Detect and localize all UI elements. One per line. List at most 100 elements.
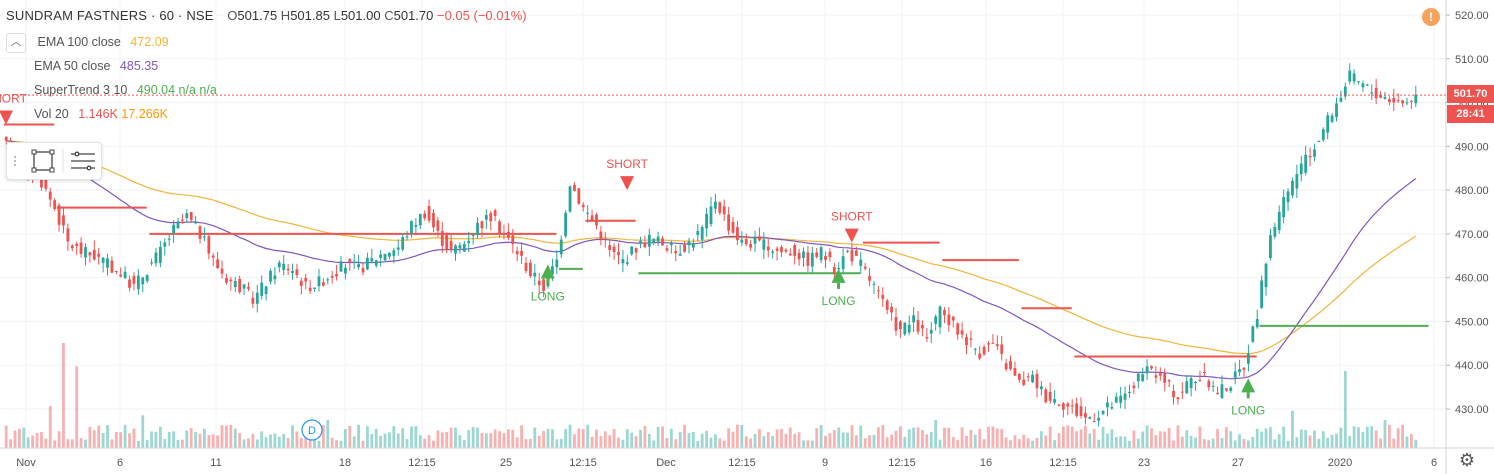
legend-volume[interactable]: Vol 20 1.146K 17.266K	[6, 102, 527, 126]
chevron-up-icon[interactable]: ︿	[6, 32, 26, 53]
open-value: 501.75	[237, 8, 278, 23]
volume-bar	[815, 428, 819, 448]
volume-bar	[255, 439, 259, 448]
candle-body	[665, 248, 669, 251]
rectangle-tool-icon[interactable]	[31, 149, 55, 173]
candle-body	[53, 200, 57, 210]
volume-bar	[101, 432, 105, 448]
candle-body	[194, 222, 198, 224]
candle-body	[1084, 412, 1087, 418]
candle-body	[392, 250, 396, 256]
candle-body	[1013, 368, 1017, 376]
candle	[335, 264, 338, 281]
volume-bar	[586, 424, 590, 448]
volume-bar	[352, 436, 356, 448]
candle	[1229, 386, 1233, 394]
candle	[1176, 397, 1180, 405]
chart-legend: SUNDRAM FASTNERS · 60 · NSE O501.75 H501…	[6, 4, 527, 126]
x-tick-label: 6	[1431, 457, 1437, 469]
candle	[1233, 362, 1237, 385]
candle-body	[1379, 94, 1382, 98]
volume-bar	[1348, 436, 1352, 448]
volume-bar	[132, 428, 136, 448]
candle-body	[1224, 388, 1228, 391]
candle	[1352, 69, 1356, 85]
settings-lines-icon[interactable]	[71, 151, 95, 171]
volume-bar	[520, 425, 523, 448]
volume-bar	[943, 427, 946, 448]
drawing-toolbar[interactable]	[6, 142, 102, 180]
candle	[176, 217, 180, 229]
volume-bar	[176, 440, 180, 448]
candle	[1339, 90, 1343, 103]
candle-body	[480, 221, 484, 229]
candle	[559, 235, 563, 259]
volume-bar	[872, 434, 876, 448]
volume-bar	[1339, 427, 1343, 448]
candle	[216, 251, 220, 270]
legend-ema100[interactable]: ︿ EMA 100 close 472.09	[6, 30, 527, 54]
volume-bar	[233, 428, 237, 448]
volume-bar	[1409, 434, 1413, 448]
candle-body	[722, 206, 726, 215]
volume-bar	[630, 432, 634, 448]
exclamation-icon[interactable]: !	[1422, 8, 1440, 26]
volume-bar	[189, 428, 193, 448]
volume-bar	[1035, 437, 1039, 448]
volume-bar	[788, 427, 792, 448]
signal-short: SHORT	[831, 210, 873, 243]
volume-bar	[75, 366, 79, 448]
candle-body	[1154, 375, 1158, 378]
candle-body	[1057, 404, 1061, 406]
candle-body	[1172, 390, 1175, 398]
drag-handle-icon[interactable]	[13, 155, 17, 167]
long-label: LONG	[531, 290, 565, 304]
volume-bar	[225, 425, 228, 448]
gear-icon[interactable]: ⚙	[1458, 450, 1476, 470]
candle	[652, 238, 656, 246]
volume-bar	[907, 429, 911, 448]
short-label: SHORT	[831, 210, 873, 224]
volume-bar	[1000, 429, 1004, 448]
indicator-value: 1.146K	[78, 107, 118, 121]
candle-body	[299, 280, 303, 286]
volume-bar	[982, 439, 986, 448]
candle	[661, 236, 664, 246]
volume-bar	[35, 433, 39, 448]
candle	[775, 246, 779, 261]
candle	[1392, 88, 1396, 112]
candle-body	[630, 246, 634, 255]
legend-supertrend[interactable]: SuperTrend 3 10 490.04 n/a n/a	[6, 78, 527, 102]
candle	[388, 252, 391, 260]
candle	[1220, 375, 1224, 399]
volume-bar	[894, 430, 898, 448]
candle	[92, 240, 96, 261]
candle-body	[189, 212, 193, 220]
candle	[339, 256, 343, 273]
volume-bar	[661, 426, 664, 448]
volume-bar	[647, 434, 651, 448]
candle-body	[357, 264, 361, 268]
candle	[1357, 80, 1360, 85]
candle	[383, 253, 387, 262]
candle	[423, 210, 427, 221]
candle-body	[581, 204, 585, 208]
candle	[943, 307, 946, 324]
candle	[828, 248, 832, 262]
volume-bar	[1295, 437, 1299, 448]
indicator-name: EMA 100 close	[37, 35, 121, 49]
candle	[766, 237, 770, 258]
volume-bar	[154, 431, 158, 448]
indicator-value: 490.04 n/a n/a	[136, 83, 217, 97]
candle	[603, 232, 607, 248]
legend-ema50[interactable]: EMA 50 close 485.35	[6, 54, 527, 78]
candle	[780, 245, 783, 257]
candle	[1216, 386, 1219, 395]
candle-body	[388, 252, 391, 257]
candle-body	[841, 256, 845, 270]
volume-bar	[885, 437, 889, 448]
candle-body	[973, 348, 977, 350]
volume-bar	[1277, 434, 1281, 448]
candle	[467, 231, 471, 252]
